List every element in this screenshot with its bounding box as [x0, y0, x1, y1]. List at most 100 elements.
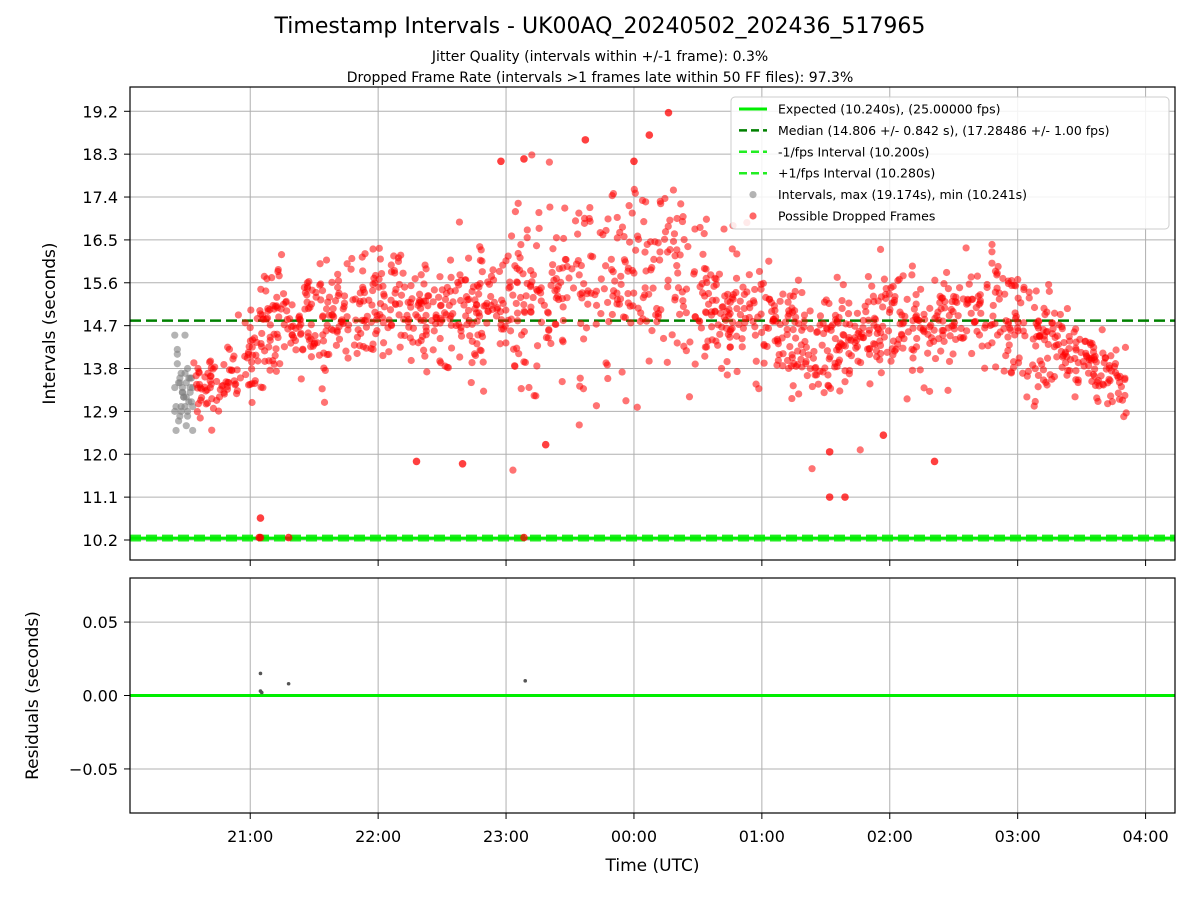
dropped-frame-point: [561, 204, 569, 212]
dropped-frame-point: [1019, 369, 1027, 377]
dropped-frame-point: [663, 358, 671, 366]
dropped-frame-point: [841, 493, 849, 501]
dropped-frame-point: [369, 345, 377, 354]
dropped-frame-point: [820, 389, 828, 397]
dropped-frame-point: [1045, 287, 1053, 295]
dropped-frame-point: [870, 321, 878, 329]
dropped-frame-point: [698, 289, 707, 297]
dropped-frame-point: [921, 315, 929, 323]
dropped-frame-point: [1065, 344, 1073, 353]
dropped-frame-point: [520, 533, 528, 542]
dropped-frame-point: [944, 386, 952, 394]
dropped-frame-point: [887, 357, 895, 365]
dropped-frame-point: [845, 299, 853, 307]
dropped-frame-point: [630, 185, 638, 193]
dropped-frame-point: [955, 284, 964, 292]
dropped-frame-point: [757, 280, 765, 288]
dropped-frame-point: [959, 334, 967, 342]
dropped-frame-point: [436, 302, 445, 310]
dropped-frame-point: [838, 296, 846, 305]
dropped-frame-point: [565, 274, 573, 282]
dropped-frame-point: [973, 272, 982, 280]
dropped-frame-point: [949, 350, 957, 358]
dropped-frame-point: [836, 387, 844, 395]
dropped-frame-point: [704, 337, 712, 345]
dropped-frame-point: [981, 324, 989, 332]
dropped-frame-point: [613, 234, 621, 242]
dropped-frame-point: [334, 277, 343, 285]
dropped-frame-point: [649, 284, 657, 292]
dropped-frame-point: [195, 380, 204, 389]
dropped-frame-point: [476, 280, 484, 288]
dropped-frame-point: [260, 272, 268, 280]
dropped-frame-point: [618, 368, 626, 376]
dropped-frame-point: [924, 349, 932, 357]
dropped-frame-point: [1061, 359, 1070, 367]
dropped-frame-point: [425, 292, 433, 300]
dropped-frame-point: [551, 287, 559, 295]
dropped-frame-point: [515, 266, 524, 274]
dropped-frame-point: [603, 361, 611, 369]
dropped-frame-point: [788, 394, 796, 403]
dropped-frame-point: [1121, 343, 1130, 351]
dropped-frame-point: [334, 283, 342, 292]
chart-subtitle-jitter: Jitter Quality (intervals within +/-1 fr…: [431, 49, 769, 65]
dropped-frame-point: [673, 262, 681, 270]
interval-point: [181, 403, 189, 411]
x-tick-label: 01:00: [739, 827, 785, 846]
dropped-frame-point: [622, 397, 630, 405]
dropped-frame-point: [261, 357, 269, 365]
dropped-frame-point: [624, 267, 632, 275]
dropped-frame-point: [974, 292, 982, 300]
dropped-frame-point: [945, 357, 954, 366]
dropped-frame-point: [988, 320, 996, 329]
dropped-frame-point: [511, 262, 519, 270]
dropped-frame-point: [769, 315, 778, 324]
dropped-frame-point: [420, 297, 428, 305]
dropped-frame-point: [322, 256, 331, 264]
dropped-frame-point: [1094, 376, 1102, 385]
dropped-frame-point: [252, 351, 260, 359]
dropped-frame-point: [712, 337, 720, 345]
dropped-frame-point: [550, 276, 558, 284]
dropped-frame-point: [592, 301, 601, 309]
dropped-frame-point: [884, 327, 893, 335]
main-reference-lines: [130, 319, 1175, 542]
dropped-frame-point: [791, 307, 799, 315]
dropped-frame-point: [913, 334, 921, 343]
dropped-frame-point: [449, 309, 457, 318]
dropped-frame-point: [337, 318, 345, 326]
dropped-frame-point: [511, 208, 520, 216]
dropped-frame-point: [1091, 365, 1099, 373]
dropped-frame-point: [520, 358, 528, 366]
dropped-frame-point: [552, 234, 561, 242]
dropped-frame-point: [879, 431, 888, 440]
dropped-frame-point: [755, 385, 763, 393]
dropped-frame-point: [506, 283, 514, 291]
dropped-frame-point: [478, 268, 486, 276]
dropped-frame-point: [630, 289, 638, 297]
dropped-frame-point: [800, 317, 808, 325]
dropped-frame-point: [457, 332, 466, 340]
dropped-frame-point: [1044, 340, 1052, 349]
dropped-frame-point: [520, 300, 528, 309]
x-tick-label: 03:00: [995, 827, 1041, 846]
dropped-frame-point: [1117, 383, 1125, 391]
dropped-frame-point: [833, 317, 841, 326]
dropped-frame-point: [752, 357, 760, 365]
dropped-frame-point: [1023, 393, 1031, 401]
dropped-frame-point: [480, 302, 488, 310]
dropped-frame-point: [580, 280, 588, 288]
dropped-frame-point: [557, 278, 565, 286]
dropped-frame-point: [467, 378, 475, 387]
dropped-frame-point: [1112, 346, 1120, 354]
dropped-frame-point: [954, 312, 962, 320]
dropped-frame-point: [736, 311, 745, 319]
dropped-frame-point: [650, 255, 658, 263]
dropped-frame-point: [522, 292, 530, 300]
dropped-frame-point: [988, 240, 996, 249]
dropped-frame-point: [533, 362, 541, 370]
dropped-frame-point: [930, 326, 938, 334]
dropped-frame-point: [340, 302, 348, 311]
dropped-frame-point: [1005, 341, 1013, 349]
